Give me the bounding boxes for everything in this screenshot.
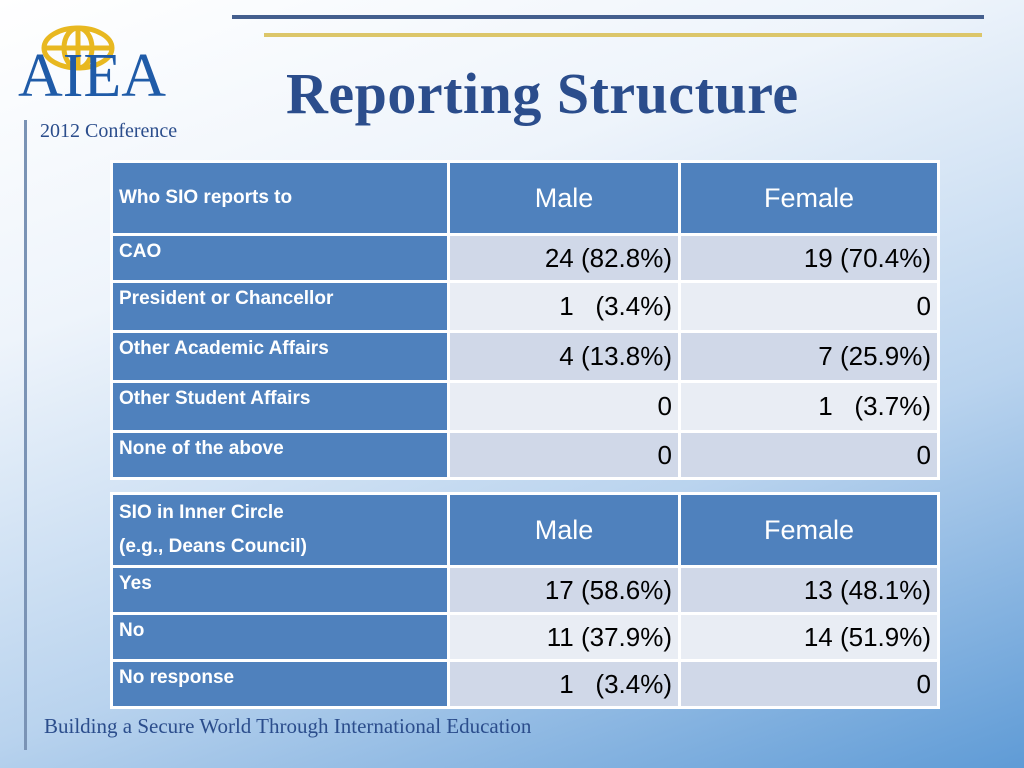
row-female-value: 13 (48.1%) [681,568,937,612]
row-male-value: 24 (82.8%) [450,236,678,280]
aiea-logo: AIEA [16,16,216,110]
top-rule-gold [264,33,982,37]
header-female: Female [681,495,937,565]
table-row: Other Student Affairs 0 1 (3.7%) [113,383,937,430]
table-header-row: Who SIO reports to Male Female [113,163,937,233]
row-female-value: 19 (70.4%) [681,236,937,280]
row-male-value: 1 (3.4%) [450,283,678,330]
header-female: Female [681,163,937,233]
row-label: President or Chancellor [113,283,447,330]
row-label: Other Student Affairs [113,383,447,430]
inner-circle-table: SIO in Inner Circle (e.g., Deans Council… [110,492,940,709]
row-female-value: 0 [681,283,937,330]
table-header-row: SIO in Inner Circle (e.g., Deans Council… [113,495,937,565]
table-row: No response 1 (3.4%) 0 [113,662,937,706]
top-rule-blue [232,15,984,19]
row-female-value: 0 [681,662,937,706]
row-female-value: 0 [681,433,937,477]
header-label-line1: SIO in Inner Circle [119,502,284,523]
header-male: Male [450,495,678,565]
row-label: CAO [113,236,447,280]
row-female-value: 1 (3.7%) [681,383,937,430]
table-row: CAO 24 (82.8%) 19 (70.4%) [113,236,937,280]
row-label: Other Academic Affairs [113,333,447,380]
row-label: Yes [113,568,447,612]
row-male-value: 0 [450,433,678,477]
conference-label: 2012 Conference [40,120,178,142]
header-label: SIO in Inner Circle (e.g., Deans Council… [113,495,447,565]
row-male-value: 17 (58.6%) [450,568,678,612]
row-male-value: 11 (37.9%) [450,615,678,659]
footer-tagline: Building a Secure World Through Internat… [44,714,532,738]
table-row: None of the above 0 0 [113,433,937,477]
logo-text: AIEA [18,42,166,108]
row-female-value: 7 (25.9%) [681,333,937,380]
row-label: None of the above [113,433,447,477]
row-female-value: 14 (51.9%) [681,615,937,659]
row-male-value: 4 (13.8%) [450,333,678,380]
row-label: No [113,615,447,659]
row-male-value: 0 [450,383,678,430]
table-row: Yes 17 (58.6%) 13 (48.1%) [113,568,937,612]
header-label-line2: (e.g., Deans Council) [119,536,307,557]
header-label: Who SIO reports to [113,163,447,233]
left-rule [24,120,27,750]
reports-to-table: Who SIO reports to Male Female CAO 24 (8… [110,160,940,480]
row-male-value: 1 (3.4%) [450,662,678,706]
row-label: No response [113,662,447,706]
table-row: Other Academic Affairs 4 (13.8%) 7 (25.9… [113,333,937,380]
table-row: President or Chancellor 1 (3.4%) 0 [113,283,937,330]
header-male: Male [450,163,678,233]
page-title: Reporting Structure [286,61,799,126]
table-row: No 11 (37.9%) 14 (51.9%) [113,615,937,659]
